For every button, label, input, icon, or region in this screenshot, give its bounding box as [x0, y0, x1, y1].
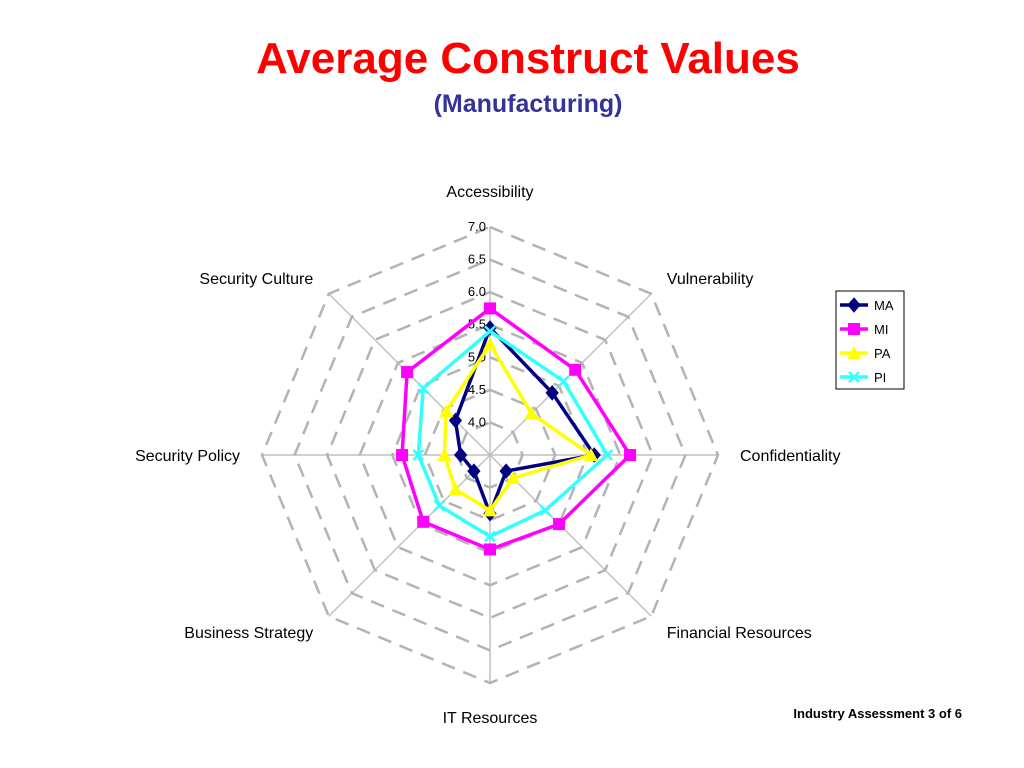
- category-label: Security Policy: [135, 448, 240, 465]
- series-pa-point: [506, 471, 521, 485]
- legend-ma-label: MA: [874, 298, 894, 313]
- series-pi-point: [601, 449, 614, 461]
- marker-stroke: [484, 530, 496, 543]
- radar-gridline: [293, 258, 687, 652]
- category-label: IT Resources: [443, 710, 538, 727]
- category-label: Confidentiality: [740, 448, 841, 465]
- series-ma-point: [499, 463, 513, 479]
- series-pa-point: [448, 482, 463, 496]
- marker-stroke: [433, 499, 446, 512]
- legend-ma-marker: [847, 297, 861, 313]
- series-mi-point: [401, 366, 414, 379]
- series-pi-point: [484, 325, 496, 338]
- series-pa-point: [439, 404, 454, 418]
- series-pa-point: [483, 337, 497, 351]
- legend-mi-label: MI: [874, 322, 888, 337]
- category-label: Vulnerability: [667, 271, 754, 288]
- legend-pa-marker: [847, 346, 861, 359]
- series-pi-point: [484, 530, 496, 543]
- series-pa-point: [524, 406, 539, 420]
- tick-label: 6.0: [468, 284, 486, 299]
- series-pa-point: [483, 503, 497, 517]
- marker-stroke: [484, 325, 496, 338]
- radar-grid: [260, 225, 720, 685]
- tick-label: 4.0: [468, 414, 486, 429]
- series-mi-point: [484, 302, 496, 315]
- marker-stroke: [539, 504, 552, 517]
- series-mi-point: [624, 449, 637, 461]
- series-ma-point: [467, 463, 481, 479]
- legend-pa-label: PA: [874, 346, 891, 361]
- category-label: Business Strategy: [184, 625, 313, 642]
- radar-spoke: [328, 454, 491, 617]
- series-ma-point: [454, 447, 468, 463]
- legend-pi-marker: [848, 371, 860, 383]
- series-pi-point: [539, 504, 552, 517]
- tick-label: 6.5: [468, 252, 486, 267]
- marker-stroke: [848, 371, 860, 383]
- radar-gridline: [358, 323, 622, 587]
- category-label: Security Culture: [199, 271, 313, 288]
- series-mi-point: [417, 515, 430, 528]
- marker-stroke: [412, 449, 425, 461]
- category-labels: Accessibility Vulnerability Confidentialit…: [135, 184, 840, 727]
- slide-footer: Industry Assessment 3 of 6: [793, 706, 962, 721]
- series-pi-point: [412, 449, 425, 461]
- marker-stroke: [557, 375, 570, 388]
- series-pi-point: [417, 382, 430, 395]
- series-pi-point: [557, 375, 570, 388]
- series-pa-point: [583, 448, 598, 461]
- marker-stroke: [417, 382, 430, 395]
- radar-gridline: [456, 421, 524, 489]
- marker-stroke: [601, 449, 614, 461]
- series-ma-point: [545, 385, 559, 401]
- tick-label: 4.5: [468, 382, 486, 397]
- radar-gridline: [423, 388, 557, 522]
- radar-gridline: [260, 225, 720, 685]
- data-series: [396, 302, 637, 556]
- legend: MA MI PA PI: [835, 290, 905, 390]
- series-pa-point: [437, 448, 452, 461]
- series-mi-point: [553, 518, 566, 531]
- series-pi-point: [433, 499, 446, 512]
- series-mi-point: [484, 543, 496, 556]
- legend-pi-label: PI: [874, 370, 886, 385]
- legend-box: [835, 290, 905, 390]
- slide-subtitle: (Manufacturing): [433, 90, 623, 118]
- category-label: Financial Resources: [667, 625, 812, 642]
- radar-gridline: [325, 290, 655, 620]
- legend-mi-marker: [848, 323, 860, 335]
- series-mi-point: [396, 449, 409, 461]
- category-label: Accessibility: [446, 184, 533, 201]
- slide-title: Average Construct Values: [256, 34, 800, 83]
- series-mi-point: [569, 363, 582, 376]
- tick-label: 7.0: [468, 219, 486, 234]
